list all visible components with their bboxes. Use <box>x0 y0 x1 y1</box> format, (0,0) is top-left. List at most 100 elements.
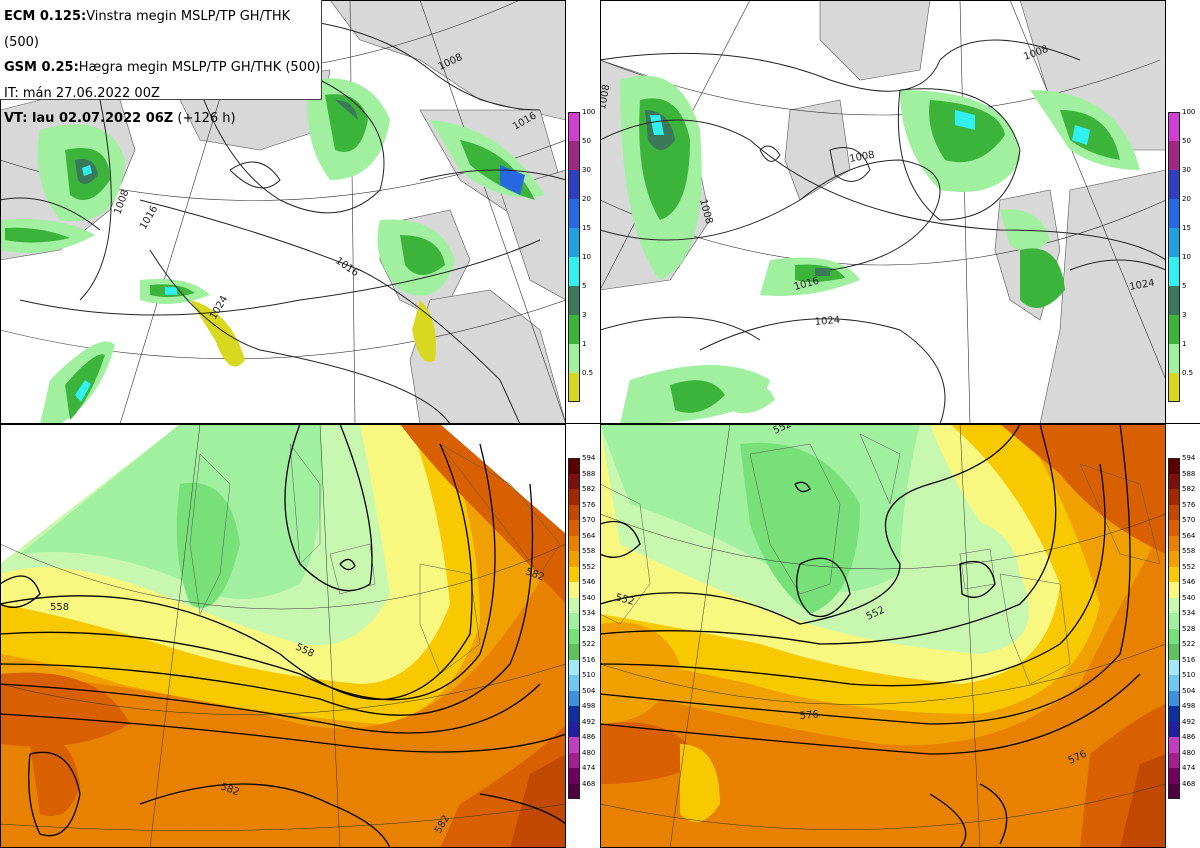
colorbar-swatch <box>1168 706 1180 722</box>
colorbar-tick-label: 522 <box>582 640 596 648</box>
colorbar-swatch <box>568 644 580 660</box>
colorbar-swatch <box>568 768 580 784</box>
colorbar-tick-label: 564 <box>1182 531 1196 540</box>
colorbar-swatch <box>1168 721 1180 737</box>
colorbar-tick-label: 468 <box>582 779 596 788</box>
colorbar-swatch <box>568 228 580 257</box>
colorbar-swatch <box>1168 551 1180 567</box>
colorbar-swatch <box>1168 141 1180 170</box>
colorbar-swatch <box>1168 520 1180 536</box>
valid-time-line: VT: lau 02.07.2022 06Z (+126 h) <box>4 106 321 132</box>
colorbar-swatch <box>1168 783 1180 799</box>
colorbar-tick-label: 558 <box>582 547 596 555</box>
colorbar-tick-label: 534 <box>582 609 596 617</box>
colorbar-swatch <box>1168 344 1180 373</box>
colorbar-tick-label: 10 <box>582 253 591 261</box>
colorbar-tick-label: 474 <box>582 764 596 772</box>
colorbar-swatch <box>568 489 580 505</box>
colorbar-tick-label: 570 <box>1182 516 1196 524</box>
colorbar-swatch <box>568 112 580 141</box>
colorbar-tick-label: 0.5 <box>1182 369 1194 377</box>
ecm-line: ECM 0.125:Vinstra megin MSLP/TP GH/THK (… <box>4 4 321 55</box>
colorbar-swatch <box>568 597 580 613</box>
colorbar-swatch <box>568 551 580 567</box>
colorbar-swatch <box>1168 458 1180 474</box>
colorbar-swatch <box>568 473 580 489</box>
colorbar-tick-label: 100 <box>1182 108 1196 116</box>
colorbar-tick-label: 50 <box>1182 137 1191 145</box>
colorbar-tick-label: 480 <box>582 748 596 757</box>
colorbar-tick-label: 528 <box>1182 624 1196 633</box>
colorbar-swatch <box>1168 373 1180 402</box>
colorbar-swatch <box>568 199 580 228</box>
colorbar-tick-label: 516 <box>582 655 596 664</box>
colorbar-swatch <box>1168 737 1180 753</box>
colorbar-swatch <box>1168 659 1180 675</box>
ecm-model-label: ECM 0.125: <box>4 9 87 24</box>
gsm-model-label: GSM 0.25: <box>4 60 79 75</box>
colorbar-swatch <box>568 535 580 551</box>
colorbar-tick-label: 582 <box>1182 485 1196 493</box>
colorbar-swatch <box>568 566 580 582</box>
colorbar-swatch <box>1168 473 1180 489</box>
colorbar-swatch <box>568 690 580 706</box>
colorbar-tick-label: 558 <box>1182 547 1196 555</box>
colorbar-swatch <box>568 286 580 315</box>
colorbar-tick-label: 1 <box>582 340 587 348</box>
colorbar-tick-label: 510 <box>1182 671 1196 679</box>
colorbar-swatch <box>1168 644 1180 660</box>
colorbar-tick-label: 486 <box>582 733 596 741</box>
colorbar-tick-label: 1 <box>1182 340 1187 348</box>
colorbar-swatch <box>568 141 580 170</box>
colorbar-swatch <box>568 373 580 402</box>
colorbar-tick-label: 576 <box>1182 500 1196 509</box>
gsm-gh-thickness-map: 552 552 552 576 576 <box>600 424 1166 848</box>
colorbar-swatch <box>1168 752 1180 768</box>
colorbar-swatch <box>1168 286 1180 315</box>
colorbar-tick-label: 30 <box>1182 166 1191 174</box>
thickness-label: 558 <box>50 602 69 613</box>
colorbar-tick-label: 546 <box>582 578 596 586</box>
colorbar-swatch <box>568 504 580 520</box>
colorbar-swatch <box>1168 228 1180 257</box>
colorbar-swatch <box>568 752 580 768</box>
colorbar-swatch <box>1168 535 1180 551</box>
colorbar-tick-label: 15 <box>582 224 591 232</box>
colorbar-swatch <box>568 675 580 691</box>
colorbar-swatch <box>1168 597 1180 613</box>
colorbar-swatch <box>568 737 580 753</box>
colorbar-tick-label: 594 <box>1182 454 1196 462</box>
initial-time: IT: mán 27.06.2022 00Z <box>4 85 160 101</box>
colorbar-swatch <box>568 315 580 344</box>
isobar-label: 1024 <box>1129 278 1156 293</box>
colorbar-tick-label: 3 <box>582 311 587 319</box>
colorbar-swatch <box>1168 690 1180 706</box>
colorbar-swatch <box>568 721 580 737</box>
colorbar-tick-label: 498 <box>582 702 596 710</box>
valid-time: VT: lau 02.07.2022 06Z <box>4 111 174 126</box>
colorbar-swatch <box>568 628 580 644</box>
colorbar-swatch <box>1168 768 1180 784</box>
thickness-colorbar: 594 588 582 576 570 564 558 552 546 540 534 528 522 5… <box>568 454 595 799</box>
colorbar-tick-label: 486 <box>1182 733 1196 741</box>
colorbar-tick-label: 10 <box>1182 253 1191 261</box>
colorbar-tick-label: 528 <box>582 624 596 633</box>
colorbar-tick-label: 468 <box>1182 779 1196 788</box>
colorbar-tick-label: 50 <box>582 137 591 145</box>
colorbar-swatch <box>1168 582 1180 598</box>
lead-time: (+126 h) <box>177 111 236 126</box>
precip-colorbar: 100 50 30 20 15 10 5 3 1 0.5 <box>1168 108 1195 402</box>
colorbar-tick-label: 5 <box>1182 282 1187 290</box>
colorbar-swatch <box>1168 170 1180 199</box>
thickness-label: 576 <box>799 709 819 722</box>
colorbar-swatch <box>1168 613 1180 629</box>
colorbar-swatch <box>568 170 580 199</box>
colorbar-swatch <box>1168 504 1180 520</box>
colorbar-tick-label: 474 <box>1182 764 1196 772</box>
colorbar-tick-label: 594 <box>582 454 596 462</box>
colorbar-swatch <box>568 783 580 799</box>
gsm-line: GSM 0.25:Hægra megin MSLP/TP GH/THK (500… <box>4 55 321 81</box>
colorbar-tick-label: 588 <box>1182 469 1196 478</box>
forecast-info-box: ECM 0.125:Vinstra megin MSLP/TP GH/THK (… <box>0 0 322 126</box>
colorbar-swatch <box>1168 566 1180 582</box>
